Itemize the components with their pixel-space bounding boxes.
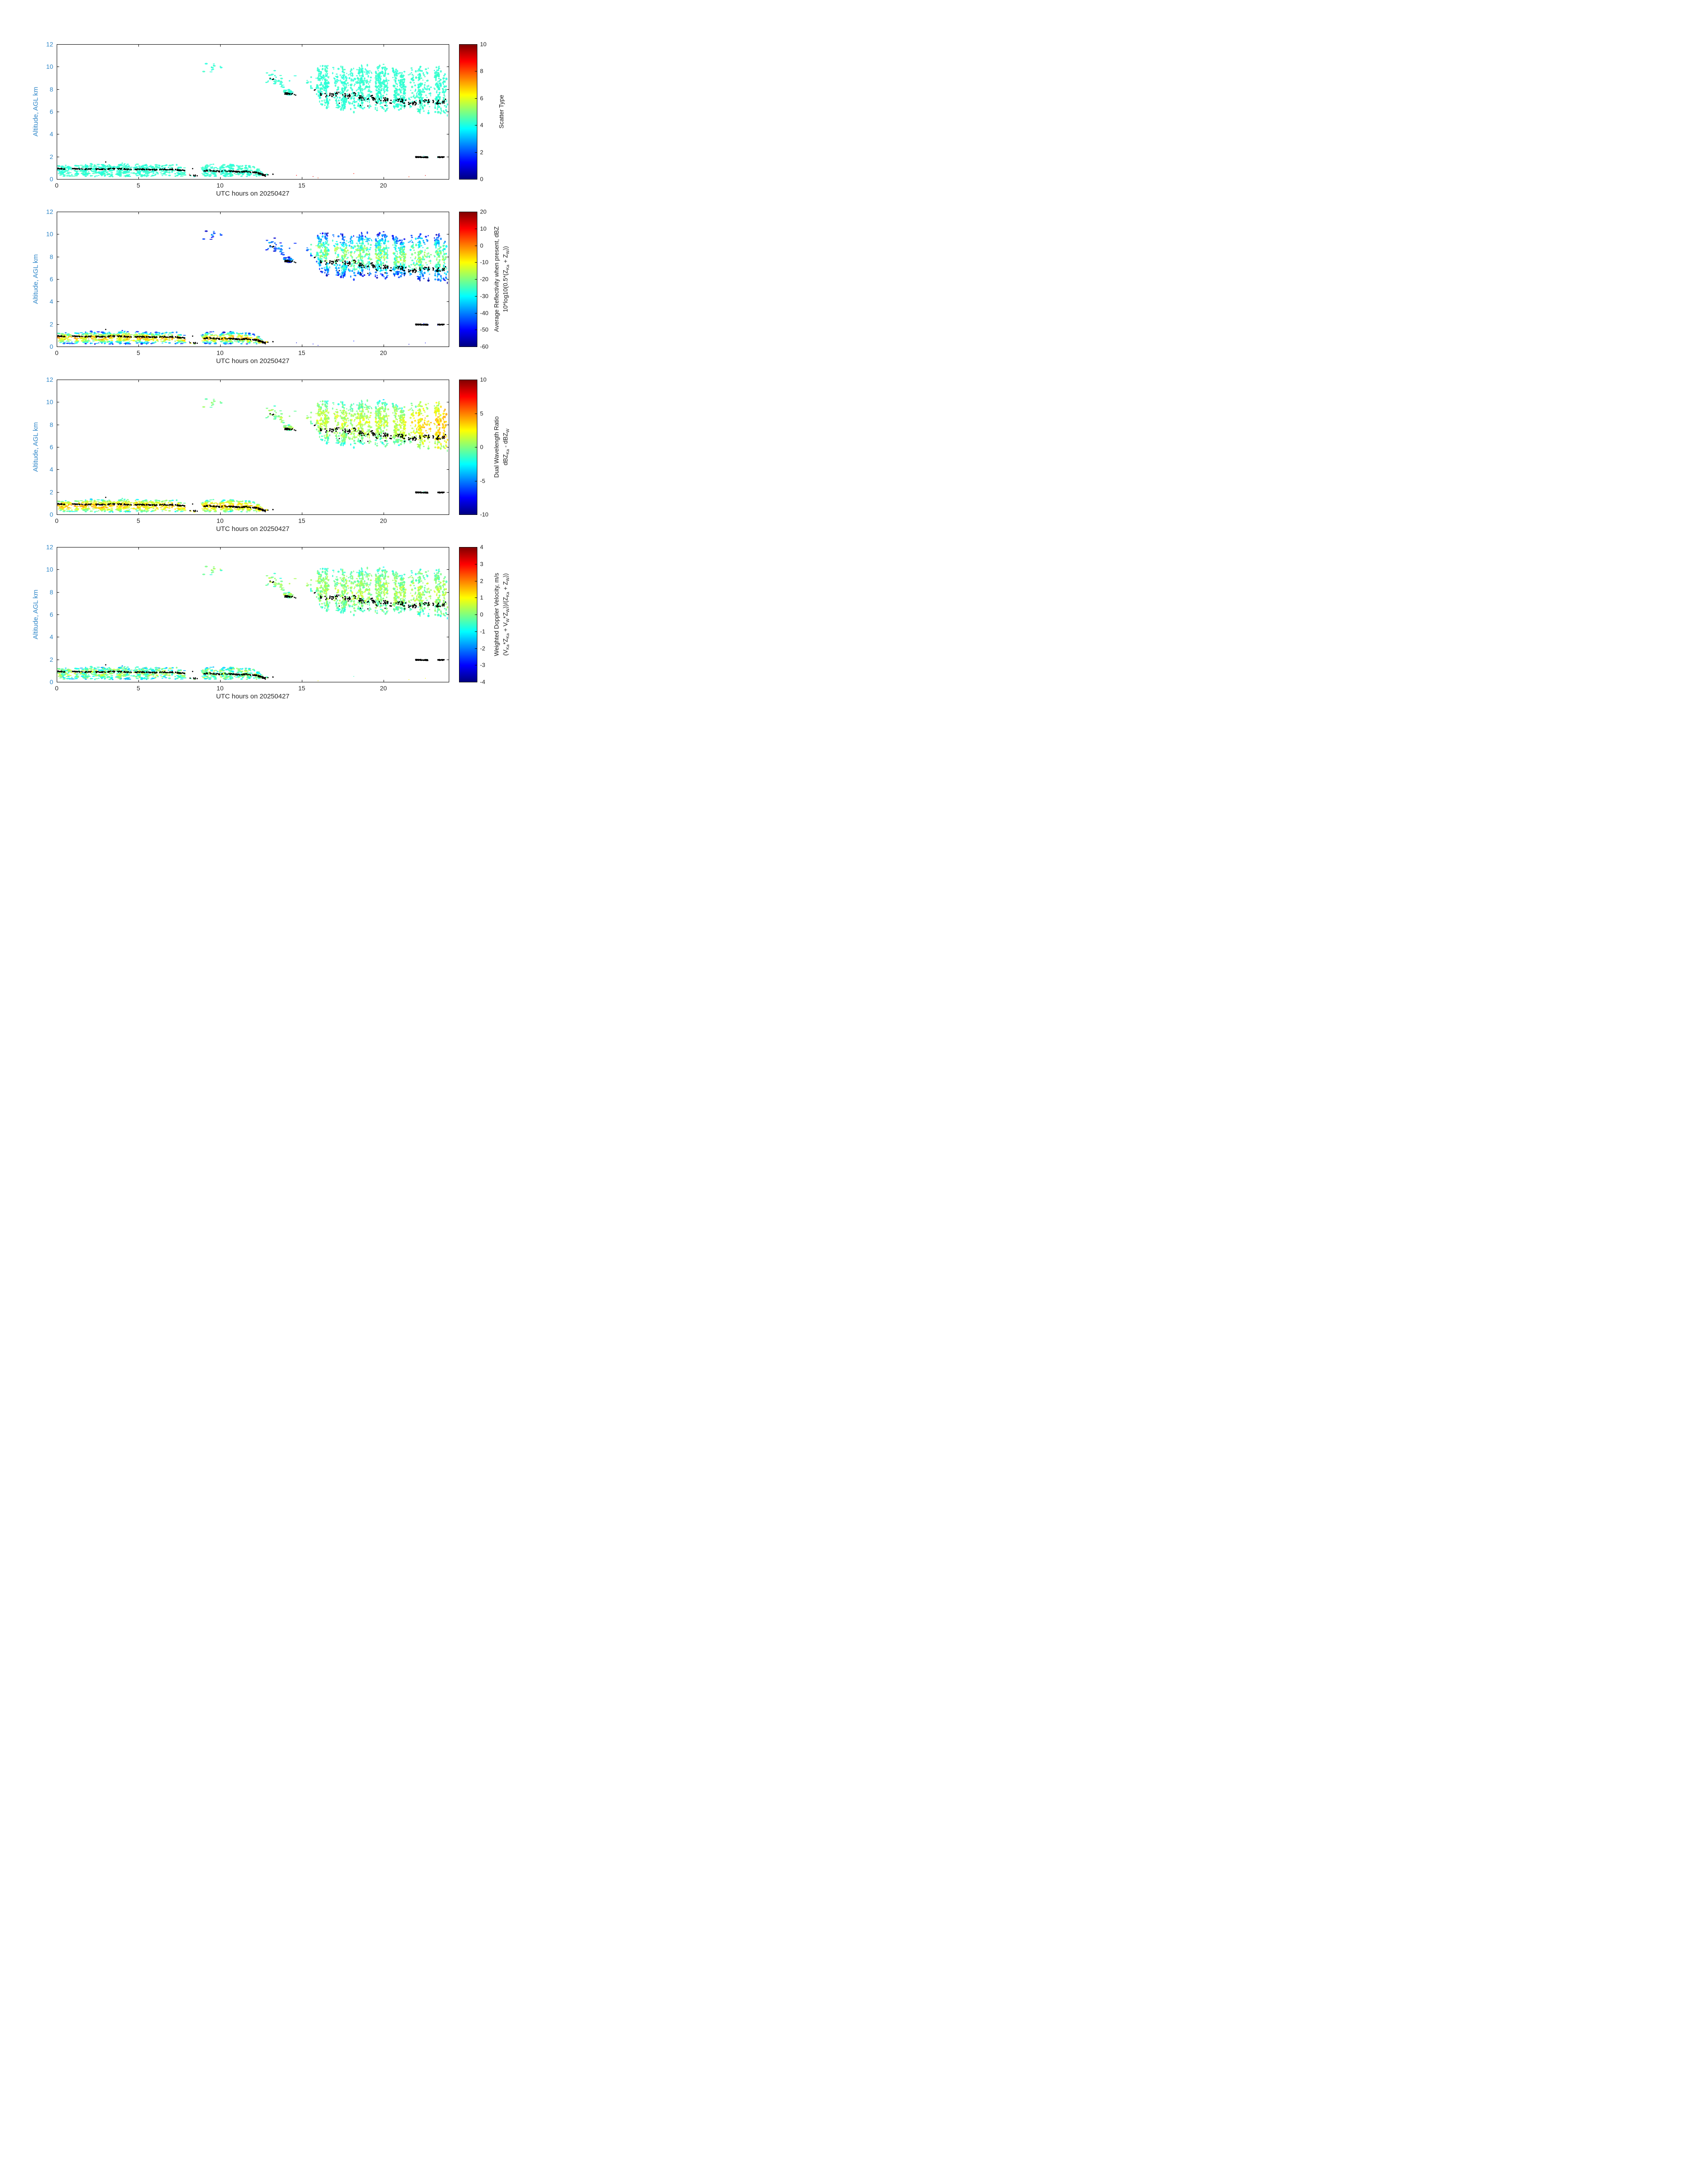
figure-canvas (0, 0, 569, 726)
radar-quicklook-figure: Altitude, AGL km UTC hours on 20250427 0… (0, 0, 569, 726)
